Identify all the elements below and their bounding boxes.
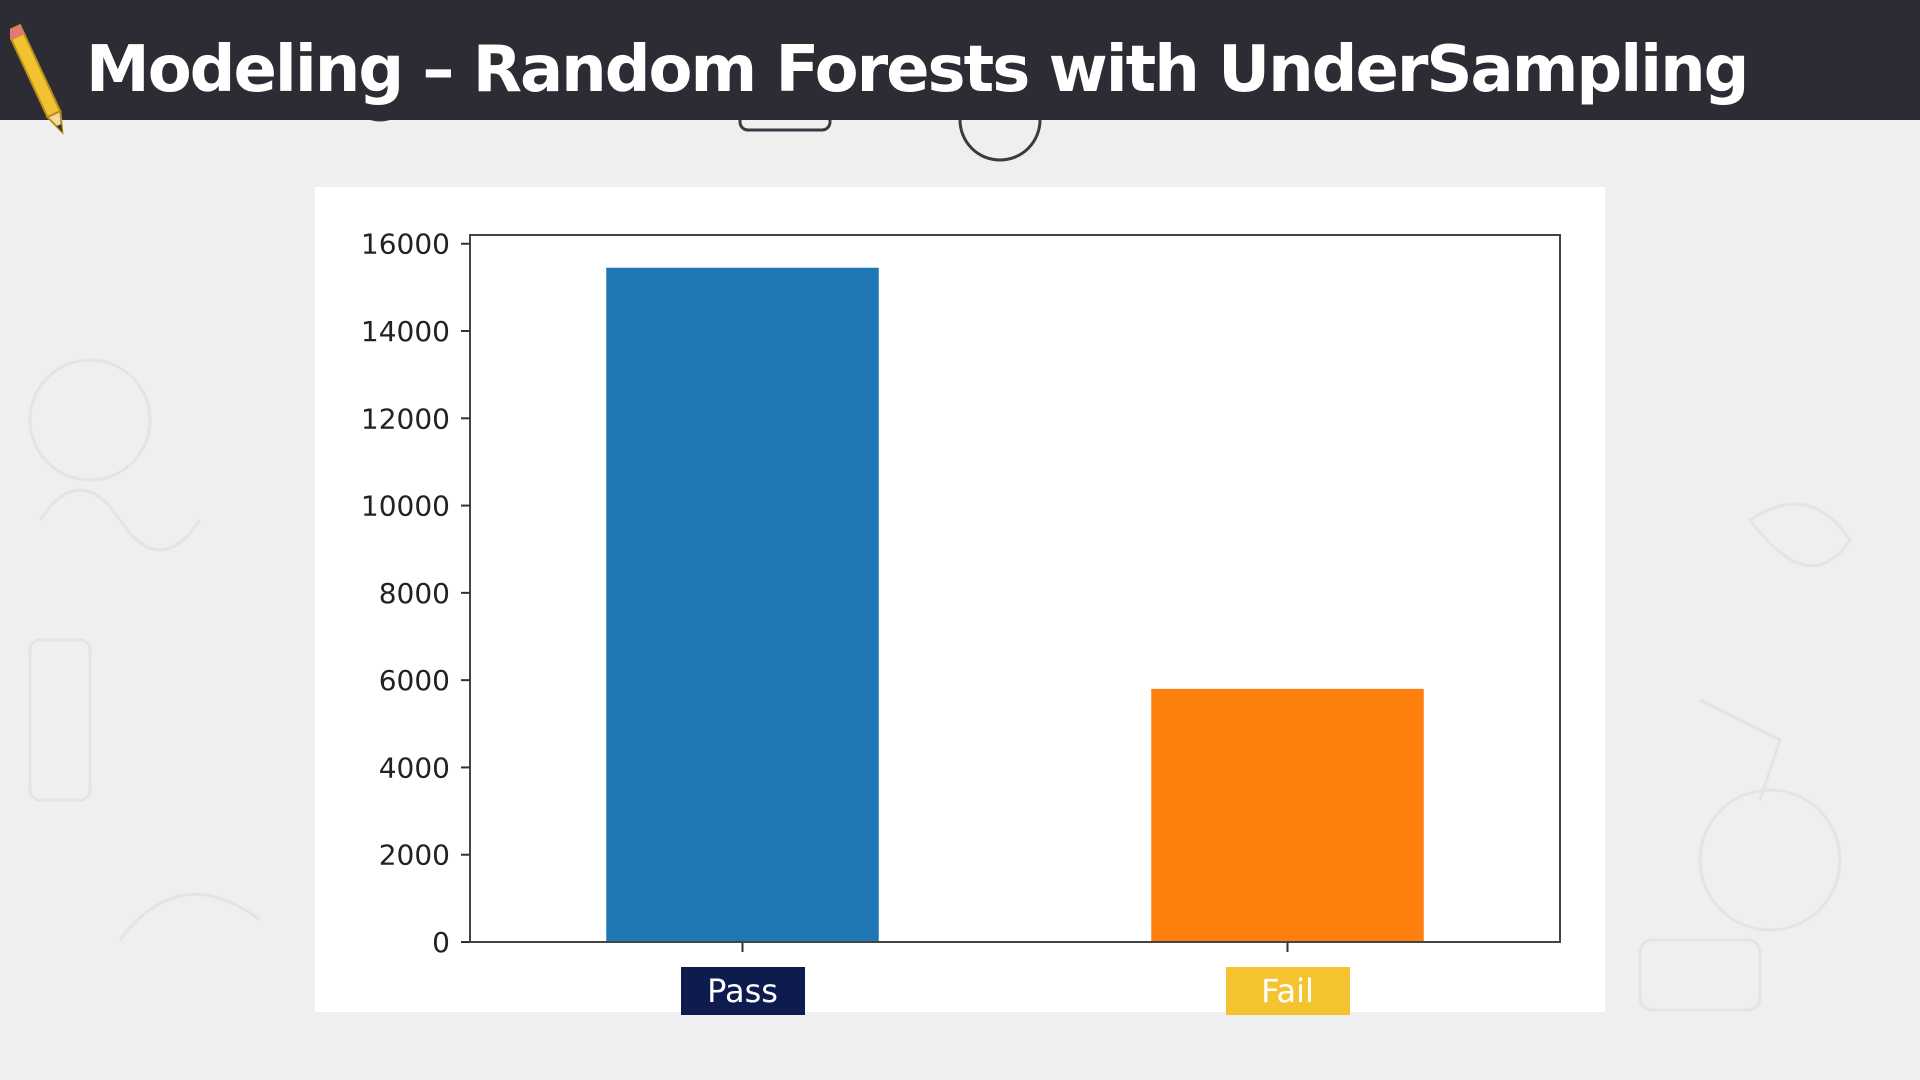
y-tick-label-2000: 2000 xyxy=(379,839,450,872)
y-tick-label-10000: 10000 xyxy=(361,490,450,523)
y-tick-label-16000: 16000 xyxy=(361,228,450,261)
title-bar xyxy=(0,0,1920,120)
y-tick-label-12000: 12000 xyxy=(361,402,450,435)
bar-fail xyxy=(1151,688,1424,942)
bar-pass xyxy=(606,267,879,943)
chart-card: 0 2000 4000 6000 8000 10000 12000 14000 16000 xyxy=(315,187,1605,1012)
y-tick-label-0: 0 xyxy=(432,926,450,959)
y-tick-label-6000: 6000 xyxy=(379,664,450,697)
y-tick-label-4000: 4000 xyxy=(379,751,450,784)
bar-chart: 0 2000 4000 6000 8000 10000 12000 14000 16000 xyxy=(361,228,1561,959)
y-tick-label-8000: 8000 xyxy=(379,577,450,610)
plot-frame xyxy=(469,234,1561,943)
page-title: Modeling – Random Forests with UnderSamp… xyxy=(86,33,1749,107)
y-tick-label-14000: 14000 xyxy=(361,315,450,348)
x-tick-label-fail: Fail xyxy=(1225,967,1350,1015)
pencil-icon xyxy=(10,23,64,136)
x-tick-label-pass: Pass xyxy=(680,967,805,1015)
